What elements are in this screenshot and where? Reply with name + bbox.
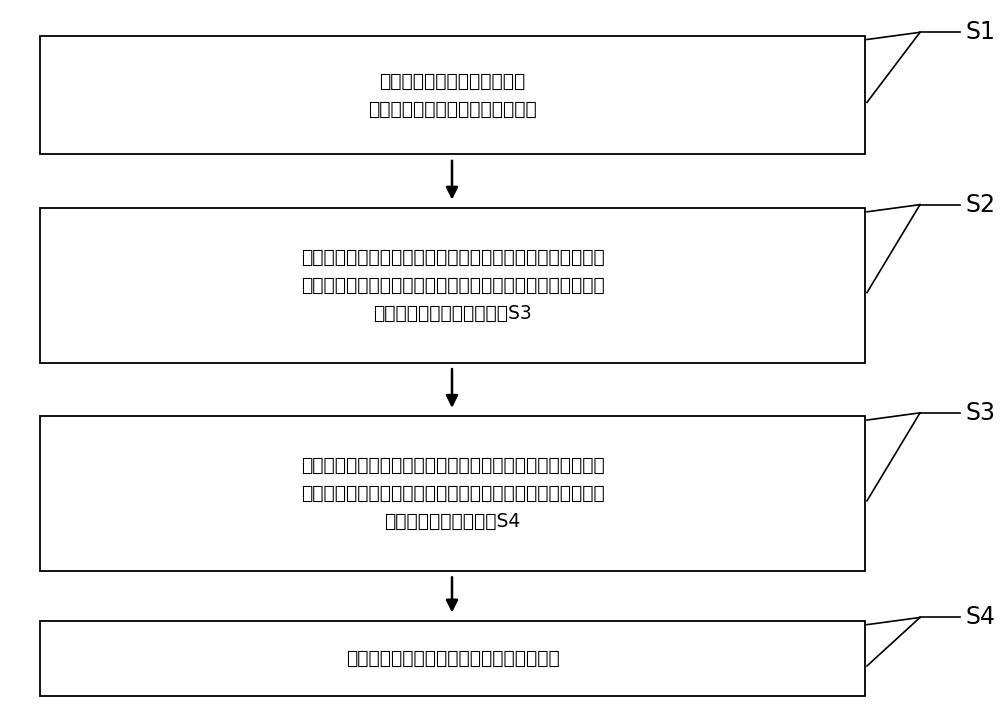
Bar bbox=[40, 621, 865, 696]
Bar bbox=[40, 36, 865, 154]
Bar bbox=[40, 416, 865, 571]
Text: 对线粒体高通量测序数据来源
进行测序鉴定获取数据格式并记录: 对线粒体高通量测序数据来源 进行测序鉴定获取数据格式并记录 bbox=[368, 72, 537, 118]
Text: S2: S2 bbox=[965, 192, 995, 217]
Text: S3: S3 bbox=[965, 401, 995, 425]
Text: S4: S4 bbox=[965, 605, 995, 630]
Text: 将对比成功后的测序数据进行基因组学注释: 将对比成功后的测序数据进行基因组学注释 bbox=[346, 649, 559, 668]
Text: 根据测序数据的来源对质量达标的测序数据进行序列比对，若
序列对比未成功，则退出处理流程并报告序列对比未成功，若
序列对比成功，则执行S4: 根据测序数据的来源对质量达标的测序数据进行序列比对，若 序列对比未成功，则退出处… bbox=[301, 456, 604, 531]
Text: 对鉴定后的数据进行质控分析判断测序数据质量是否达标，若
测序数据质量不达标，则退出处理流程并报告质控未达标；若
测序数据质量达标，则执行S3: 对鉴定后的数据进行质控分析判断测序数据质量是否达标，若 测序数据质量不达标，则退… bbox=[301, 248, 604, 323]
Bar bbox=[40, 208, 865, 363]
Text: S1: S1 bbox=[965, 20, 995, 45]
